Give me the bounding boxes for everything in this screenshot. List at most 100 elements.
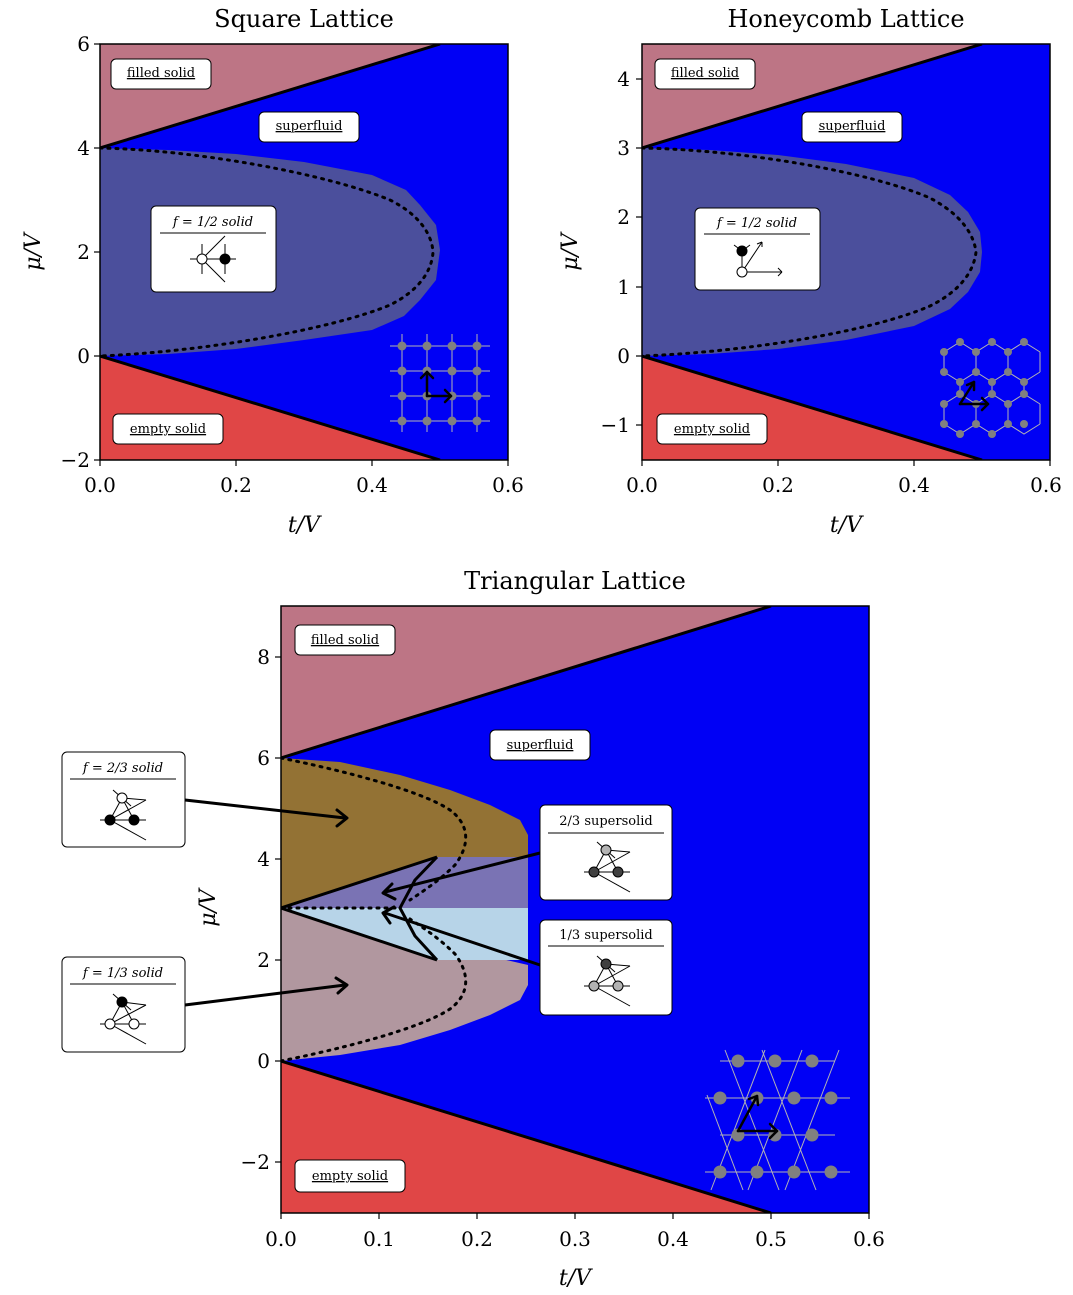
y-tick-label: 4 (257, 847, 270, 871)
y-axis-label: μ/V (21, 231, 46, 271)
svg-text:filled solid: filled solid (127, 66, 195, 81)
label-filled-solid: filled solid (654, 58, 756, 90)
svg-text:empty solid: empty solid (674, 422, 750, 437)
filled-boundary-line (281, 606, 772, 760)
svg-text:2/3 supersolid: 2/3 supersolid (559, 814, 652, 829)
svg-text:f = 2/3 solid: f = 2/3 solid (82, 761, 163, 776)
y-axis-label: μ/V (558, 231, 583, 271)
callout-arrows (183, 798, 542, 1007)
x-tick-label: 0.3 (559, 1227, 591, 1251)
y-axis-label: μ/V (196, 887, 221, 927)
y-ticks (94, 43, 100, 461)
label-half-solid: f = 1/2 solid (150, 205, 277, 293)
y-tick-label: 8 (257, 645, 270, 669)
svg-text:f = 1/2 solid: f = 1/2 solid (172, 215, 253, 230)
svg-text:filled solid: filled solid (671, 66, 739, 81)
x-axis-label: t/V (559, 1266, 593, 1291)
x-tick-label: 0.6 (1030, 473, 1062, 497)
svg-text:superfluid: superfluid (276, 119, 343, 134)
label-half-solid: f = 1/2 solid (694, 207, 821, 291)
y-tick-labels: −1 0 1 2 3 4 (601, 67, 630, 437)
x-axis-label: t/V (830, 513, 864, 538)
y-tick-label: 1 (617, 275, 630, 299)
solid-boundary-dotted (642, 146, 978, 358)
lower-solid-boundary-dotted (281, 917, 468, 1063)
lower-supersolid-boundary (281, 906, 438, 962)
y-tick-label: 4 (617, 67, 630, 91)
svg-text:empty solid: empty solid (130, 422, 206, 437)
honeycomb-lattice-panel: Honeycomb Lattice filled solid superflui… (558, 5, 1062, 538)
x-tick-labels: 0.0 0.2 0.4 0.6 (626, 473, 1062, 497)
two-thirds-supersolid-region (281, 857, 528, 908)
x-tick-label: 0.0 (626, 473, 658, 497)
label-two-thirds-solid: f = 2/3 solid (61, 751, 186, 848)
two-thirds-solid-region (281, 758, 528, 908)
label-two-thirds-supersolid: 2/3 supersolid (539, 804, 673, 901)
svg-text:superfluid: superfluid (819, 119, 886, 134)
honeycomb-lattice-sketch (940, 338, 1041, 438)
label-superfluid: superfluid (801, 111, 903, 143)
x-tick-label: 0.5 (755, 1227, 787, 1251)
x-tick-label: 0.6 (492, 473, 524, 497)
empty-boundary-line (100, 354, 441, 460)
y-tick-label: 0 (77, 344, 90, 368)
plot-frame (641, 43, 1051, 461)
x-ticks (99, 460, 509, 466)
x-tick-label: 0.2 (461, 1227, 493, 1251)
chart-title: Square Lattice (214, 5, 394, 33)
x-tick-label: 0.4 (657, 1227, 689, 1251)
triangular-lattice-panel: Triangular Lattice (61, 567, 885, 1291)
y-tick-label: 0 (617, 344, 630, 368)
chart-title: Triangular Lattice (464, 567, 686, 595)
supersolid-edge (398, 855, 439, 962)
y-tick-label: 3 (617, 136, 630, 160)
y-tick-label: 4 (77, 136, 90, 160)
x-tick-labels: 0.0 0.2 0.4 0.6 (84, 473, 524, 497)
y-tick-label: 6 (257, 746, 270, 770)
x-tick-label: 0.6 (853, 1227, 885, 1251)
x-tick-label: 0.2 (762, 473, 794, 497)
y-tick-label: −2 (61, 448, 90, 472)
label-superfluid: superfluid (489, 729, 591, 761)
x-tick-label: 0.4 (898, 473, 930, 497)
y-ticks (636, 78, 642, 426)
filled-boundary-line (642, 44, 983, 150)
y-tick-labels: −2 0 2 4 6 (61, 32, 90, 472)
x-ticks (641, 460, 1051, 466)
y-tick-label: 2 (617, 205, 630, 229)
empty-boundary-line (642, 354, 983, 460)
chart-title: Honeycomb Lattice (727, 5, 964, 33)
y-tick-label: 2 (257, 948, 270, 972)
one-third-supersolid-region (281, 908, 528, 960)
label-one-third-supersolid: 1/3 supersolid (539, 919, 673, 1016)
x-tick-label: 0.0 (84, 473, 116, 497)
upper-supersolid-boundary (281, 855, 438, 910)
y-ticks (275, 656, 281, 1163)
svg-text:filled solid: filled solid (311, 633, 379, 648)
label-empty-solid: empty solid (112, 413, 224, 445)
y-tick-label: −1 (601, 413, 630, 437)
y-tick-labels: −2 0 2 4 6 8 (241, 645, 270, 1174)
svg-text:f = 1/3 solid: f = 1/3 solid (82, 966, 163, 981)
svg-text:1/3 supersolid: 1/3 supersolid (559, 928, 652, 943)
x-tick-label: 0.1 (363, 1227, 395, 1251)
empty-boundary-line (281, 1059, 772, 1213)
x-axis-label: t/V (288, 513, 322, 538)
one-third-solid-region (281, 908, 528, 1061)
filled-boundary-line (100, 44, 441, 150)
svg-text:empty solid: empty solid (312, 1169, 388, 1184)
square-lattice-sketch (390, 334, 490, 432)
upper-solid-boundary-dotted (281, 756, 468, 902)
label-superfluid: superfluid (258, 111, 360, 143)
triangular-lattice-sketch (705, 1049, 850, 1191)
label-filled-solid: filled solid (294, 624, 396, 656)
square-lattice-panel: Square Lattice filled solid superfluid f… (21, 5, 524, 538)
solid-boundary-dotted (100, 146, 435, 358)
x-tick-label: 0.2 (220, 473, 252, 497)
label-one-third-solid: f = 1/3 solid (61, 956, 186, 1053)
svg-text:f = 1/2 solid: f = 1/2 solid (716, 216, 797, 231)
label-empty-solid: empty solid (656, 413, 768, 445)
label-filled-solid: filled solid (110, 58, 212, 90)
x-ticks (280, 1213, 870, 1219)
